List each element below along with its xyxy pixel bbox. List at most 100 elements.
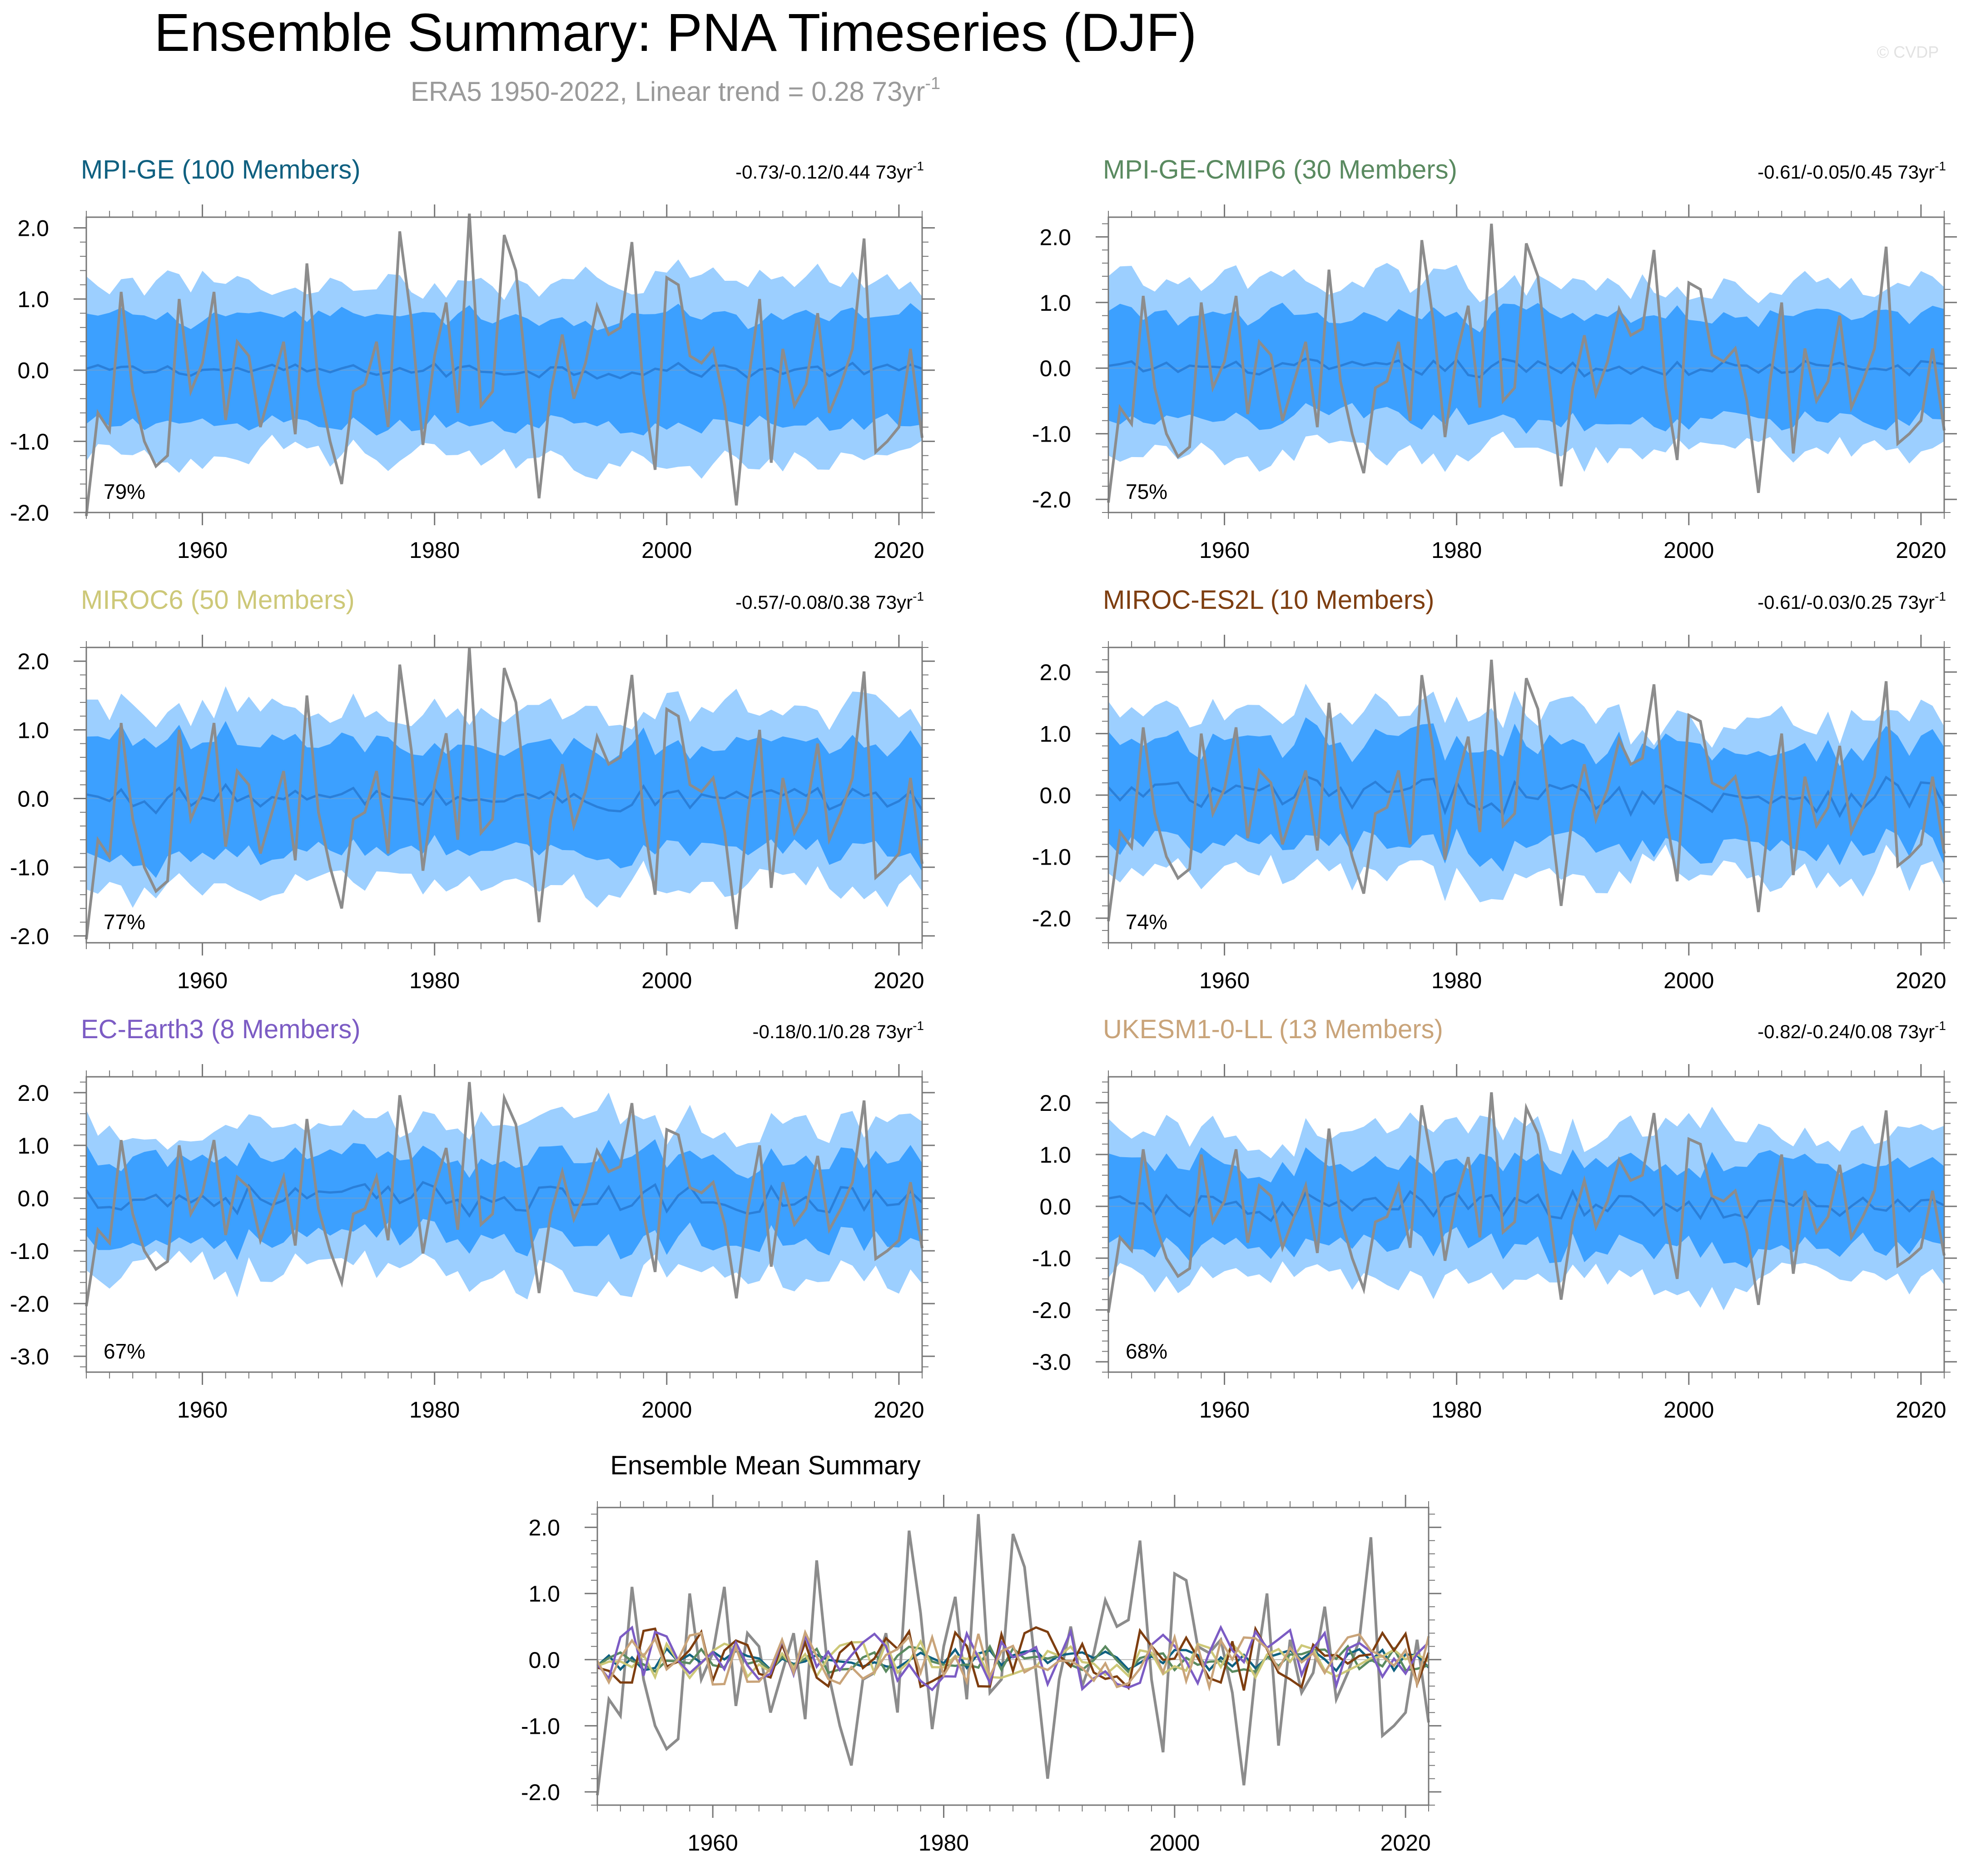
plot-frame [596,1507,1430,1806]
y-tick-label: -1.0 [521,1713,560,1739]
plot-frame [1107,216,1945,513]
y-tick-label: 0.0 [17,358,49,383]
trend-label: -0.73/-0.12/0.44 73yr-1 [735,159,924,183]
x-tick-label: 1960 [1199,1397,1250,1423]
y-tick-label: 0.0 [528,1647,560,1673]
x-tick-label: 1980 [1431,968,1482,993]
series-line-ec-earth3 [596,1625,1430,1692]
y-tick-label: -2.0 [10,1291,49,1317]
x-tick-label: 2000 [1149,1830,1200,1856]
inner-band [86,1139,922,1260]
x-tick-label: 2020 [874,1397,924,1423]
inner-band [86,721,922,878]
trend-label: -0.61/-0.05/0.45 73yr-1 [1757,159,1946,183]
trend-sup: -1 [1935,159,1946,173]
y-tick-label: 1.0 [1039,722,1071,747]
y-tick-label: 1.0 [1039,1142,1071,1168]
y-tick-label: 0.0 [1039,356,1071,381]
x-tick-label: 2000 [641,968,692,993]
subtitle-sup: -1 [925,74,940,93]
ensemble-mean-line [86,783,923,815]
y-tick-label: 2.0 [1039,660,1071,685]
y-tick-label: 2.0 [17,649,49,674]
y-tick-label: -2.0 [1032,1298,1071,1323]
x-tick-label: 1980 [1431,537,1482,563]
x-tick-label: 2000 [641,1397,692,1423]
ensemble-mean-line [1108,358,1945,378]
panel-title: MIROC6 (50 Members) [81,585,355,615]
trend-sup: -1 [1935,589,1946,603]
y-tick-label: 2.0 [17,1080,49,1106]
figure-subtitle: ERA5 1950-2022, Linear trend = 0.28 73yr… [411,74,940,107]
y-tick-label: -2.0 [521,1780,560,1805]
trend-text: -0.57/-0.08/0.38 73yr [735,592,913,613]
y-tick-label: 2.0 [17,215,49,241]
x-tick-label: 1960 [1199,968,1250,993]
y-tick-label: 1.0 [17,287,49,312]
percent-label: 68% [1126,1339,1167,1363]
ensemble-mean-line [86,361,923,380]
series-line-ukesm1-0-ll [596,1629,1430,1692]
ensemble-mean-line [1107,775,1946,818]
series-line-era5 [596,1514,1430,1796]
era5-line [85,1082,923,1307]
panel-title: MIROC-ES2L (10 Members) [1103,585,1434,615]
plot-frame [85,1076,923,1373]
panel-title: MPI-GE-CMIP6 (30 Members) [1103,155,1457,184]
trend-label: -0.61/-0.03/0.25 73yr-1 [1757,589,1946,613]
plot-frame [1107,1076,1945,1373]
y-tick-label: 0.0 [1039,1194,1071,1219]
y-tick-label: 1.0 [17,717,49,743]
trend-text: -0.61/-0.05/0.45 73yr [1757,161,1935,183]
x-tick-label: 1960 [177,1397,228,1423]
panel-title: UKESM1-0-LL (13 Members) [1103,1015,1443,1044]
trend-sup: -1 [1935,1019,1946,1033]
summary-title: Ensemble Mean Summary [610,1451,920,1480]
y-tick-label: 2.0 [1039,224,1071,250]
trend-label: -0.18/0.1/0.28 73yr-1 [753,1019,924,1042]
x-tick-label: 1960 [177,968,228,993]
y-tick-label: -1.0 [1032,1246,1071,1271]
x-tick-label: 2000 [1663,1397,1714,1423]
trend-label: -0.82/-0.24/0.08 73yr-1 [1757,1019,1946,1042]
panel-miroc6: MIROC6 (50 Members) -0.57/-0.08/0.38 73yr… [10,585,935,993]
x-tick-label: 2000 [1663,537,1714,563]
x-tick-label: 1960 [688,1830,738,1856]
x-tick-label: 1980 [409,1397,460,1423]
trend-text: -0.61/-0.03/0.25 73yr [1757,592,1935,613]
y-tick-label: 0.0 [17,786,49,812]
panel-ukesm1-0-ll: UKESM1-0-LL (13 Members) -0.82/-0.24/0.08… [1032,1015,1957,1423]
y-tick-label: 0.0 [1039,783,1071,808]
y-tick-label: 1.0 [1039,290,1071,316]
y-tick-label: -1.0 [10,429,49,454]
inner-band [1108,1147,1944,1268]
figure-title: Ensemble Summary: PNA Timeseries (DJF) [154,3,1197,63]
x-tick-label: 2020 [1896,1397,1946,1423]
y-tick-label: -3.0 [10,1344,49,1369]
x-tick-label: 2020 [874,968,924,993]
inner-band [86,303,922,436]
x-tick-label: 1960 [177,537,228,563]
x-tick-label: 2020 [1896,968,1946,993]
plot-frame [85,647,923,944]
percent-label: 77% [104,910,145,934]
x-tick-label: 1960 [1199,537,1250,563]
x-tick-label: 1980 [1431,1397,1482,1423]
era5-line [1107,1092,1946,1313]
y-tick-label: -2.0 [1032,487,1071,513]
percent-label: 67% [104,1339,145,1363]
x-tick-label: 2020 [1896,537,1946,563]
trend-text: -0.18/0.1/0.28 73yr [753,1021,913,1042]
ensemble-mean-line [85,1181,923,1218]
y-tick-label: -2.0 [1032,906,1071,931]
y-tick-label: 2.0 [528,1515,560,1541]
era5-line [85,647,923,940]
x-tick-label: 1980 [918,1830,969,1856]
y-tick-label: -2.0 [10,500,49,526]
era5-line [1107,659,1946,921]
y-tick-label: 0.0 [17,1186,49,1211]
panel-mpi-ge: MPI-GE (100 Members) -0.73/-0.12/0.44 73y… [10,155,935,563]
panel-miroc-es2l: MIROC-ES2L (10 Members) -0.61/-0.03/0.25 … [1032,585,1957,993]
y-tick-label: -3.0 [1032,1349,1071,1375]
